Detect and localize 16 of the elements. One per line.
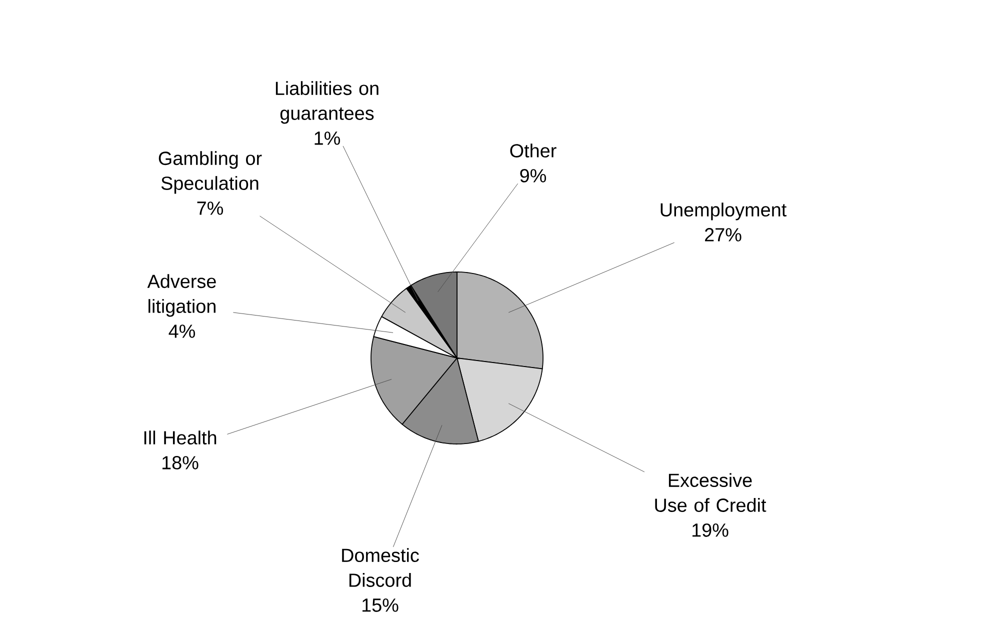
slice-label: Other — [510, 144, 556, 158]
slice-label: Unemployment — [660, 202, 786, 220]
slice-label: Liabilities on guarantees — [276, 81, 378, 124]
data-label: 19% — [692, 523, 728, 537]
data-label: 1% — [314, 132, 340, 145]
slice-label: Domestic Discord — [342, 548, 419, 587]
data-label: 4% — [168, 324, 196, 338]
data-label: 15% — [362, 598, 398, 612]
slice-label: Gambling or Speculation — [158, 151, 262, 194]
slice-label: Excessive Use of Credit — [655, 473, 766, 512]
slice-label: Ill Health — [144, 430, 216, 444]
data-label: 7% — [197, 202, 224, 215]
slice-label: Adverse litigation — [147, 274, 216, 317]
data-label: 27% — [705, 228, 742, 242]
data-label: 9% — [520, 168, 546, 182]
data-label: 18% — [162, 456, 198, 470]
